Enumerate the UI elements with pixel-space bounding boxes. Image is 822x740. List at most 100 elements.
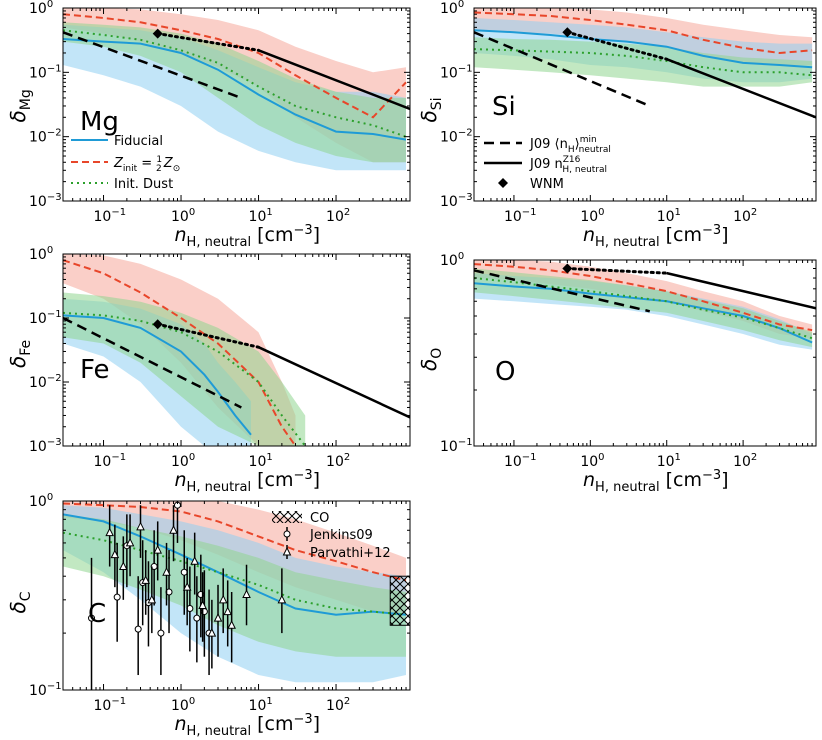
y-tick-label: 10−1: [29, 681, 62, 699]
parvathi12-point: [218, 594, 228, 604]
element-label: Mg: [80, 107, 119, 137]
element-label: C: [88, 599, 106, 629]
j09-z16-dotted-line: [565, 267, 669, 275]
x-tick-label: 10−1: [504, 452, 537, 470]
parvathi12-point: [198, 600, 207, 609]
parvathi12-point: [277, 594, 287, 604]
y-tick-label: 10−3: [29, 437, 62, 455]
y-tick-label: 10−1: [29, 63, 62, 81]
y-tick-label: 10−2: [29, 373, 62, 391]
j09-z16-solid-line: [666, 58, 816, 119]
j09-z16-solid-line: [258, 346, 410, 419]
x-axis-label: nH, neutral [cm−3]: [583, 468, 729, 495]
wnm-marker: [562, 263, 573, 274]
parvathi12-point: [207, 627, 217, 637]
fiducial-line: [63, 38, 407, 141]
parvathi12-point: [119, 561, 128, 571]
x-axis-label: nH, neutral [cm−3]: [175, 468, 321, 495]
jenkins09-point: [88, 614, 96, 622]
plot-area: [474, 260, 816, 350]
x-tick-label: 101: [657, 452, 681, 470]
legend-co-label: CO: [310, 511, 329, 526]
j09-min-line: [474, 269, 651, 313]
y-axis-label: δMg: [6, 89, 34, 122]
parvathi12-point: [213, 613, 223, 622]
y-tick-label: 100: [29, 0, 53, 17]
init-dust-band: [63, 292, 306, 446]
x-tick-label: 101: [249, 207, 273, 225]
half-z-line: [63, 13, 407, 119]
init-dust-band: [63, 514, 406, 657]
y-tick-label: 100: [29, 492, 53, 510]
y-tick-label: 10−2: [29, 128, 62, 146]
parvathi12-point: [169, 525, 178, 534]
co-band: [389, 575, 410, 626]
init-dust-line: [63, 311, 306, 446]
x-tick-label: 101: [657, 207, 681, 225]
y-tick-label: 10−3: [440, 192, 473, 210]
x-tick-label: 102: [326, 696, 350, 714]
j09-z16-solid-line: [666, 271, 816, 310]
wnm-marker: [152, 319, 163, 330]
y-tick-label: 10−1: [440, 437, 473, 455]
x-tick-label: 102: [326, 207, 350, 225]
parvathi12-point: [141, 575, 151, 584]
init-dust-band: [474, 37, 813, 87]
parvathi12-point: [227, 620, 236, 629]
j09-z16-solid-line: [258, 49, 410, 111]
legend-init-dust-label: Init. Dust: [114, 177, 173, 192]
axes-frame: [62, 500, 411, 691]
j09-z16-dotted-line: [565, 30, 669, 61]
x-tick-label: 100: [171, 696, 195, 714]
parvathi12-point: [136, 521, 145, 531]
fiducial-line: [63, 513, 407, 616]
y-axis-label: δSi: [417, 97, 445, 122]
parvathi12-point: [125, 537, 135, 547]
x-tick-label: 100: [171, 207, 195, 225]
y-tick-label: 100: [29, 245, 53, 263]
y-axis-label: δO: [417, 348, 445, 371]
legend-jenkins-label: Jenkins09: [309, 528, 373, 543]
y-tick-label: 10−1: [440, 63, 473, 81]
x-axis-label: nH, neutral [cm−3]: [583, 223, 729, 250]
half-z-line: [63, 259, 297, 446]
y-axis-label: δFe: [6, 340, 34, 368]
axes-frame: [473, 7, 817, 202]
legend-co-swatch: [272, 511, 302, 523]
legend-wnm-label: WNM: [530, 177, 564, 192]
x-tick-label: 100: [580, 207, 604, 225]
half-z-line: [63, 502, 407, 582]
parvathi12-point: [147, 594, 157, 604]
legend-half-z-label: Zinit = 1 2 Z⊙: [113, 155, 180, 174]
legend-parvathi-label: Parvathi+12: [310, 546, 391, 561]
legend-carbon-data: CO Jenkins09 Parvathi+12: [272, 511, 391, 561]
plot-area: [63, 501, 410, 690]
legend-j09-z16-label: J09 nZ16 H, neutral: [529, 155, 607, 175]
element-label: O: [495, 357, 515, 387]
legend-fiducial-label: Fiducial: [114, 134, 163, 149]
init-dust-band: [63, 22, 406, 163]
fiducial-line: [63, 314, 252, 436]
x-tick-label: 10−1: [94, 452, 127, 470]
y-tick-label: 100: [440, 251, 464, 269]
jenkins09-point: [113, 593, 121, 601]
jenkins09-point: [134, 625, 142, 633]
x-axis-label: nH, neutral [cm−3]: [175, 223, 321, 250]
x-tick-label: 10−1: [94, 207, 127, 225]
half-z-line: [474, 11, 813, 55]
element-label: Si: [492, 92, 516, 122]
element-label: Fe: [80, 355, 110, 385]
x-tick-label: 100: [580, 452, 604, 470]
fiducial-line: [474, 29, 813, 69]
x-tick-label: 102: [733, 452, 757, 470]
x-tick-label: 102: [733, 207, 757, 225]
y-tick-label: 10−2: [440, 128, 473, 146]
axes-frame: [62, 253, 411, 447]
parvathi12-point: [105, 527, 114, 537]
jenkins09-point: [180, 568, 188, 576]
x-tick-label: 10−1: [504, 207, 537, 225]
